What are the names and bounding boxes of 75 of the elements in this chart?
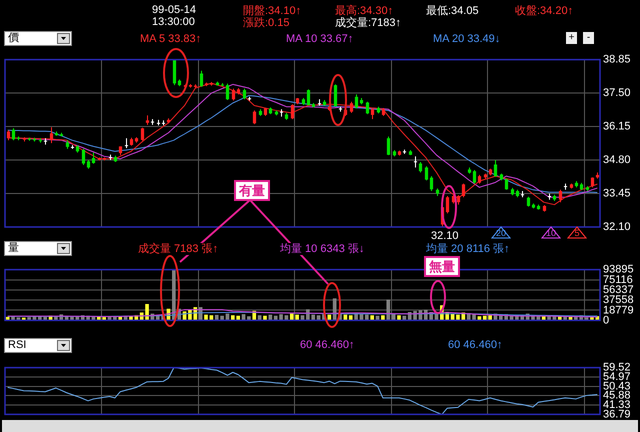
text: 漲跌:0.15	[243, 17, 290, 29]
candlestick	[334, 84, 338, 108]
candlestick	[456, 194, 460, 206]
text: 量	[8, 242, 19, 254]
triangle-badge: 5	[567, 226, 587, 239]
candlestick	[6, 130, 10, 141]
candlestick	[526, 196, 530, 208]
y-tick-label: 0	[603, 314, 610, 326]
candlestick	[370, 108, 374, 120]
text: 收盤:34.20↑	[515, 5, 574, 17]
bar	[263, 316, 267, 320]
text: 60 46.460↑	[300, 339, 354, 351]
candlestick	[472, 169, 476, 184]
candlestick	[140, 127, 144, 142]
y-tick-label: 32.10	[603, 221, 631, 234]
y-tick-label: 37558	[603, 294, 634, 306]
candlestick	[306, 88, 310, 106]
annotation: 有量	[234, 180, 270, 201]
text: 最高:34.30↑	[335, 5, 394, 17]
candlestick	[232, 88, 236, 102]
text: +	[566, 32, 577, 44]
candlestick	[172, 59, 176, 86]
y-tick-label: 36.79	[603, 408, 631, 420]
candlestick	[354, 94, 358, 109]
text: 開盤:34.10↑	[243, 5, 302, 17]
candlestick	[290, 104, 294, 120]
candlestick	[558, 189, 562, 203]
bar	[376, 316, 380, 320]
candlestick	[350, 101, 354, 114]
candlestick	[82, 148, 86, 166]
text: 價	[8, 32, 19, 44]
candlestick	[92, 152, 96, 164]
text: -	[583, 32, 594, 44]
text: RSI	[8, 339, 26, 351]
text: 成交量:7183↑	[335, 17, 402, 29]
candlestick	[366, 101, 370, 115]
candlestick	[242, 88, 246, 100]
y-tick-label: 38.85	[603, 54, 631, 66]
y-tick-label: 93895	[603, 264, 634, 276]
y-tick-label: 33.45	[603, 188, 631, 200]
annotation: 無量	[424, 256, 460, 277]
y-tick-label: 36.15	[603, 120, 631, 133]
candlestick	[446, 196, 450, 214]
candlestick	[146, 114, 150, 126]
candlestick	[430, 176, 434, 192]
text: MA 20 33.49↓	[433, 33, 500, 45]
y-tick-label: 37.50	[603, 87, 631, 100]
bar	[397, 315, 401, 320]
y-tick-label: 75116	[603, 274, 633, 286]
text: 32.10	[431, 230, 459, 242]
candlestick	[252, 110, 256, 125]
candlestick	[494, 160, 498, 178]
candlestick	[200, 70, 204, 88]
candlestick	[386, 136, 390, 156]
text: 成交量 7183 張↑	[138, 243, 218, 255]
y-tick-label: 34.80	[603, 154, 631, 166]
y-tick-label: 18779	[603, 304, 634, 316]
text: 最低:34.05	[426, 5, 479, 17]
text: 13:30:00	[152, 16, 195, 28]
candlestick	[124, 138, 128, 149]
text: 60 46.460↑	[448, 339, 502, 351]
candlestick	[50, 126, 54, 144]
candlestick	[414, 156, 418, 168]
y-tick-label: 56337	[603, 284, 634, 296]
candlestick	[504, 178, 508, 190]
candlestick	[462, 183, 466, 198]
candlestick	[226, 83, 230, 101]
y-tick-label: 54.97	[603, 371, 631, 383]
text: MA 10 33.67↑	[286, 33, 354, 45]
candlestick	[424, 166, 428, 181]
text: 均量 10 6343 張↓	[280, 243, 364, 255]
candlestick	[418, 162, 422, 173]
text: 均量 20 8116 張↑	[426, 243, 510, 255]
text: MA 5 33.83↑	[140, 33, 202, 45]
text: 99-05-14	[152, 4, 196, 16]
